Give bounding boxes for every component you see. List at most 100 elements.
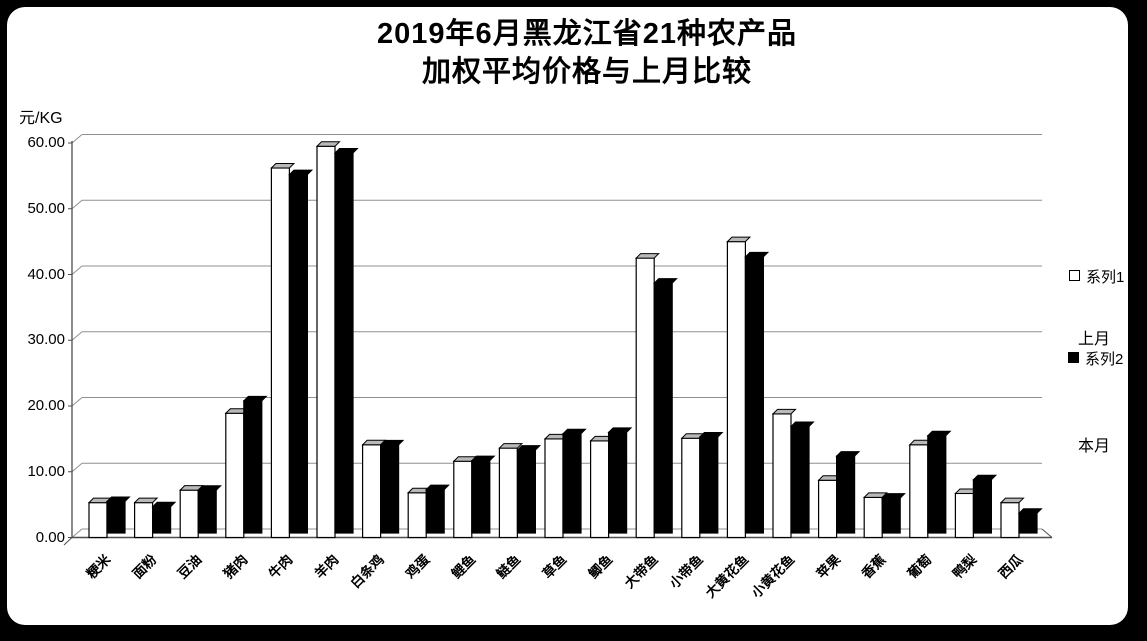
bar-series1-小带鱼 [681, 437, 701, 539]
bar-series2-top-face-羊肉 [333, 147, 359, 154]
bar-series2-牛肉 [288, 174, 308, 534]
chart-title-line1: 2019年6月黑龙江省21种农产品 [377, 18, 797, 50]
bar-series2-top-face-苹果 [835, 451, 861, 457]
bar-series2-top-face-葡萄 [926, 430, 952, 437]
bar-series1-top-face-大带鱼 [634, 253, 660, 259]
floor-front-right-corner [1041, 528, 1053, 538]
bar-series1-top-face-面粉 [133, 497, 159, 504]
bar-series1-粳米 [88, 502, 108, 539]
bar-series1-豆油 [179, 489, 199, 539]
legend-note-this-month: 本月 [1078, 438, 1111, 455]
bar-series2-粳米 [106, 500, 126, 534]
plot-area [63, 134, 1053, 546]
bar-series2-小带鱼 [699, 436, 719, 534]
bar-series2-top-face-草鱼 [561, 428, 587, 435]
bar-series1-猪肉 [225, 412, 245, 539]
bar-series2-top-face-鲤鱼 [470, 455, 496, 462]
bar-series2-葡萄 [927, 435, 947, 534]
bar-series2-top-face-豆油 [196, 485, 222, 491]
bar-series2-top-face-鸡蛋 [424, 484, 450, 491]
bar-series2-top-face-鲫鱼 [607, 427, 633, 433]
y-axis-tick-label: 10.00 [27, 462, 65, 480]
y-axis-tick-label: 0.00 [35, 528, 65, 546]
gridline-depth-connector [71, 199, 83, 210]
y-axis-tick-label: 20.00 [27, 397, 65, 414]
bar-series1-羊肉 [316, 145, 336, 539]
bar-series1-草鱼 [544, 438, 564, 539]
bar-series1-鲢鱼 [498, 447, 518, 539]
legend-label-series1: 系列1 [1086, 269, 1125, 286]
bar-series1-鲫鱼 [589, 440, 610, 539]
bar-series2-top-face-小带鱼 [698, 432, 724, 438]
bar-series2-鸭梨 [972, 479, 993, 534]
y-axis-tick-label: 50.00 [27, 199, 65, 217]
y-axis-tick-label: 60.00 [27, 134, 65, 151]
bar-series2-面粉 [152, 506, 172, 534]
bar-series2-top-face-鲢鱼 [516, 445, 542, 451]
gridline-depth-connector [71, 397, 83, 407]
gridline-depth-connector [71, 265, 83, 275]
chart-title: 2019年6月黑龙江省21种农产品 加权平均价格与上月比较 [147, 15, 1027, 91]
gridline-depth-connector [71, 528, 83, 538]
bar-series2-top-face-小黄花鱼 [789, 421, 815, 427]
bar-series1-白条鸡 [362, 444, 382, 539]
legend-swatch-series2 [1068, 352, 1079, 363]
legend-label-series2: 系列2 [1085, 351, 1124, 368]
bar-series2-鲢鱼 [516, 449, 536, 534]
bar-series1-top-face-牛肉 [270, 162, 296, 169]
bar-series2-大带鱼 [653, 282, 673, 534]
bar-series2-top-face-面粉 [151, 501, 177, 508]
bar-series2-豆油 [197, 489, 217, 534]
bar-series1-大带鱼 [635, 257, 655, 539]
bar-series2-top-face-大带鱼 [652, 278, 678, 284]
bar-series2-羊肉 [334, 152, 354, 534]
bar-series2-西瓜 [1018, 512, 1038, 534]
bar-series2-小黄花鱼 [790, 425, 810, 534]
bar-series2-top-face-牛肉 [288, 169, 314, 176]
bar-series2-白条鸡 [380, 444, 400, 534]
bar-series2-大黄花鱼 [744, 256, 765, 534]
bar-series2-鲫鱼 [607, 431, 628, 534]
bar-series2-top-face-鸭梨 [972, 474, 998, 481]
bar-series2-top-face-大黄花鱼 [744, 251, 770, 258]
bar-series2-鸡蛋 [425, 489, 445, 534]
floor-front-left-corner [63, 537, 73, 546]
legend-swatch-series1 [1069, 270, 1080, 281]
y-axis-unit-label: 元/KG [19, 110, 63, 127]
bar-series1-top-face-西瓜 [999, 497, 1025, 504]
legend-note-last-month: 上月 [1078, 331, 1111, 348]
bar-series2-top-face-白条鸡 [379, 439, 405, 446]
gridline-depth-connector [71, 331, 83, 341]
bar-series2-苹果 [835, 455, 856, 534]
y-axis-tick-label: 30.00 [27, 331, 65, 349]
bar-series2-猪肉 [243, 400, 263, 534]
bar-series1-西瓜 [1000, 502, 1020, 539]
bar-series1-葡萄 [909, 444, 929, 539]
chart-panel: 2019年6月黑龙江省21种农产品 加权平均价格与上月比较 元/KG 0.00 1… [7, 7, 1128, 625]
bar-series1-top-face-羊肉 [315, 141, 341, 147]
bar-series1-苹果 [817, 479, 838, 539]
bar-series1-鸭梨 [954, 492, 975, 539]
bar-series2-top-face-粳米 [105, 496, 131, 502]
bar-series2-香蕉 [881, 497, 901, 534]
y-axis-tick-label: 40.00 [27, 265, 65, 283]
bar-series1-大黄花鱼 [726, 241, 747, 539]
gridline-depth-connector [71, 134, 83, 144]
bar-series2-鲤鱼 [471, 460, 491, 534]
bar-series1-top-face-小黄花鱼 [771, 408, 797, 415]
gridline-depth-connector [71, 462, 83, 473]
bar-series1-top-face-鲢鱼 [498, 443, 524, 449]
bar-series1-香蕉 [863, 496, 883, 539]
bar-series1-鸡蛋 [407, 492, 427, 539]
bar-series2-top-face-香蕉 [880, 493, 906, 499]
bar-series2-top-face-西瓜 [1017, 508, 1043, 514]
chart-title-line2: 加权平均价格与上月比较 [421, 56, 752, 88]
bar-series1-牛肉 [270, 167, 290, 539]
bar-series1-top-face-大黄花鱼 [726, 236, 752, 243]
bar-series2-草鱼 [562, 433, 582, 534]
bar-series1-面粉 [133, 502, 154, 539]
bar-series1-小黄花鱼 [772, 413, 792, 539]
bar-series1-鲤鱼 [453, 460, 473, 539]
bar-series2-top-face-猪肉 [242, 395, 268, 402]
